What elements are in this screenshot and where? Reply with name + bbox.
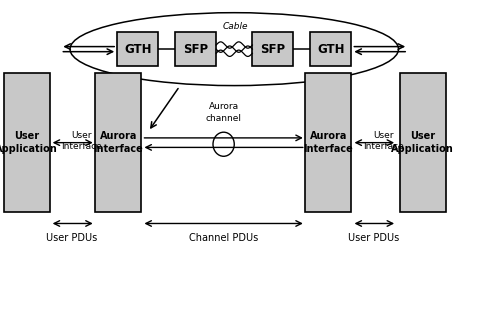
Text: User
Interface: User Interface [364,131,404,151]
FancyBboxPatch shape [306,73,352,212]
Text: SFP: SFP [260,42,285,56]
Text: Aurora
Interface: Aurora Interface [93,132,143,154]
Text: User
Application: User Application [391,132,454,154]
FancyBboxPatch shape [96,73,142,212]
Text: SFP: SFP [183,42,208,56]
FancyBboxPatch shape [4,73,50,212]
Text: GTH: GTH [124,42,151,56]
Text: Aurora
channel: Aurora channel [206,102,242,123]
Text: Aurora
Interface: Aurora Interface [303,132,354,154]
Text: User PDUs: User PDUs [46,233,97,243]
FancyBboxPatch shape [175,33,216,66]
Text: User
Interface: User Interface [61,131,101,151]
Text: User
Application: User Application [0,132,58,154]
FancyBboxPatch shape [400,73,446,212]
FancyBboxPatch shape [252,33,293,66]
Text: GTH: GTH [317,42,344,56]
Text: Channel PDUs: Channel PDUs [189,233,258,243]
FancyBboxPatch shape [311,33,352,66]
Text: User PDUs: User PDUs [348,233,399,243]
FancyBboxPatch shape [117,33,158,66]
Text: Cable: Cable [223,23,248,31]
